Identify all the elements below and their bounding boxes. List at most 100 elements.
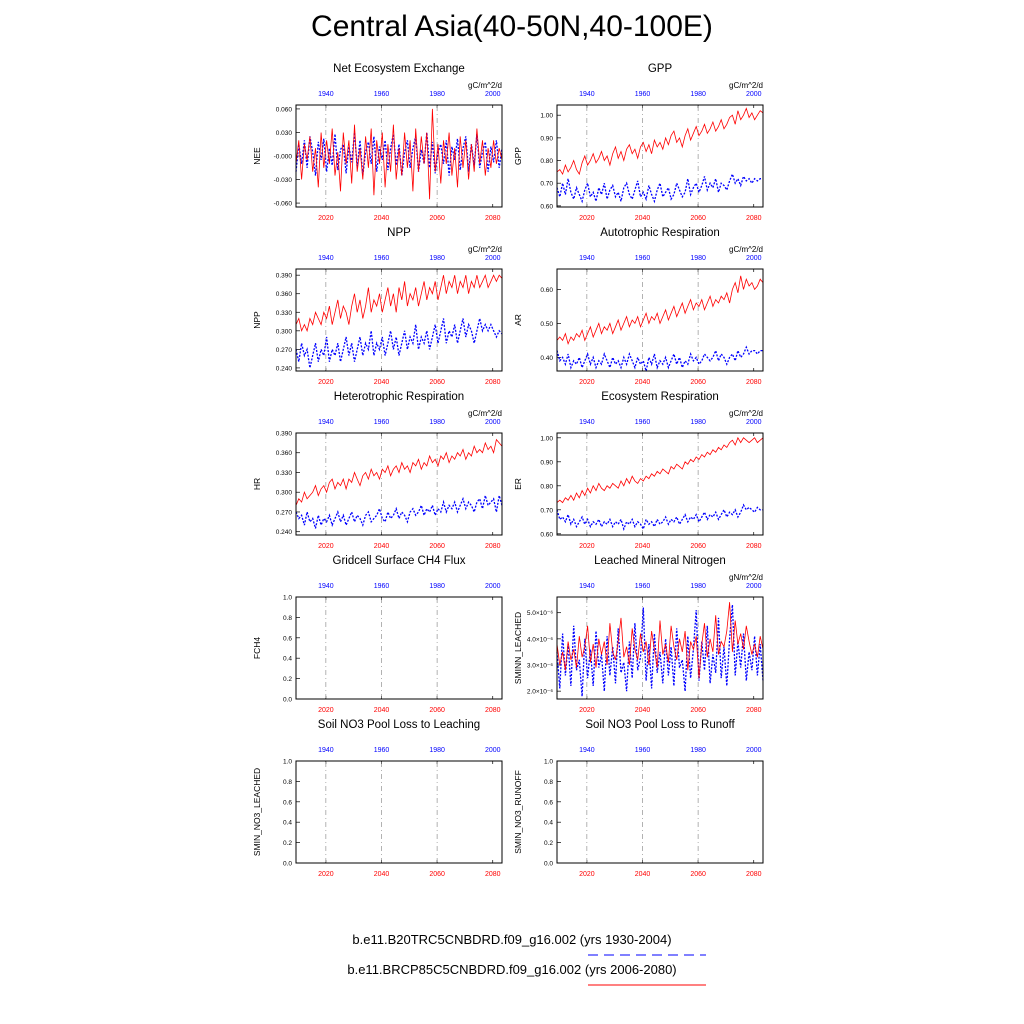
bottom-tick-label: 2060 <box>690 871 706 878</box>
series-rcp <box>556 275 764 346</box>
y-axis-label: HR <box>252 478 262 490</box>
series-hist <box>556 345 763 372</box>
y-tick-label: -0.030 <box>274 177 293 184</box>
panel-9: Soil NO3 Pool Loss to Leaching 1940 1960 19… <box>252 719 503 878</box>
panel-2: GPP gC/m^2/d 1940 1960 1980 2000 2020 2040 2060 2… <box>513 63 764 222</box>
top-tick-label: 1940 <box>579 255 595 262</box>
bottom-tick-label: 2060 <box>429 215 445 222</box>
top-tick-label: 1980 <box>429 255 445 262</box>
bottom-tick-label: 2040 <box>374 871 390 878</box>
y-tick-label: 0.80 <box>540 158 553 165</box>
top-tick-label: 2000 <box>485 583 501 590</box>
bottom-tick-label: 2080 <box>485 871 501 878</box>
top-tick-label: 2000 <box>746 583 762 590</box>
top-tick-label: 1940 <box>318 419 334 426</box>
plot-frame <box>556 104 764 208</box>
bottom-tick-label: 2080 <box>485 215 501 222</box>
y-tick-label: 5.0×10⁻⁶ <box>527 610 553 617</box>
bottom-tick-label: 2080 <box>485 543 501 550</box>
y-tick-label: 0.60 <box>540 531 553 538</box>
y-tick-label: 1.0 <box>544 759 553 766</box>
y-tick-label: 0.2 <box>283 676 292 683</box>
series-rcp <box>295 438 503 506</box>
y-tick-label: 1.0 <box>283 595 292 602</box>
y-tick-label: 1.0 <box>283 759 292 766</box>
top-tick-label: 1940 <box>318 255 334 262</box>
top-tick-label: 2000 <box>485 91 501 98</box>
top-tick-label: 1980 <box>690 419 706 426</box>
panel-units: gC/m^2/d <box>729 245 763 254</box>
y-tick-label: 0.300 <box>276 490 293 497</box>
panel-units: gC/m^2/d <box>468 409 502 418</box>
top-tick-label: 1980 <box>429 419 445 426</box>
y-tick-label: 0.8 <box>283 779 292 786</box>
y-tick-label: 0.90 <box>540 459 553 466</box>
bottom-tick-label: 2020 <box>579 215 595 222</box>
panel-title: Soil NO3 Pool Loss to Runoff <box>585 719 735 731</box>
y-tick-label: 0.4 <box>544 820 553 827</box>
y-tick-label: 0.360 <box>276 450 293 457</box>
bottom-tick-label: 2040 <box>635 707 651 714</box>
top-tick-label: 1960 <box>635 419 651 426</box>
top-tick-label: 1960 <box>374 255 390 262</box>
bottom-tick-label: 2020 <box>318 215 334 222</box>
y-tick-label: 0.330 <box>276 310 293 317</box>
panel-title: Ecosystem Respiration <box>601 391 719 403</box>
legend-rcp-swatch <box>588 984 706 986</box>
y-tick-label: 0.060 <box>276 106 293 113</box>
y-tick-label: 0.390 <box>276 273 293 280</box>
bottom-tick-label: 2080 <box>746 871 762 878</box>
series-rcp <box>556 436 764 504</box>
y-tick-label: 4.0×10⁻⁶ <box>527 636 553 643</box>
bottom-tick-label: 2040 <box>635 543 651 550</box>
top-tick-label: 1940 <box>579 91 595 98</box>
y-tick-label: 0.2 <box>544 840 553 847</box>
y-axis-label: FCH4 <box>252 637 262 659</box>
y-tick-label: 0.50 <box>540 321 553 328</box>
top-tick-label: 1940 <box>318 583 334 590</box>
y-tick-label: 0.8 <box>283 615 292 622</box>
y-tick-label: 0.4 <box>283 656 292 663</box>
bottom-tick-label: 2040 <box>374 215 390 222</box>
top-tick-label: 2000 <box>746 747 762 754</box>
y-axis-label: SMIN_NO3_RUNOFF <box>513 770 523 854</box>
bottom-tick-label: 2060 <box>429 871 445 878</box>
y-axis-label: GPP <box>513 147 523 165</box>
bottom-tick-label: 2020 <box>579 379 595 386</box>
bottom-tick-label: 2080 <box>746 543 762 550</box>
bottom-tick-label: 2040 <box>374 379 390 386</box>
y-tick-label: 0.8 <box>544 779 553 786</box>
series-hist <box>556 172 763 204</box>
plot-frame <box>295 268 503 372</box>
top-tick-label: 1940 <box>318 91 334 98</box>
series-hist <box>295 495 503 529</box>
y-tick-label: 0.6 <box>283 635 292 642</box>
panel-title: Heterotrophic Respiration <box>334 391 464 403</box>
panel-title: Gridcell Surface CH4 Flux <box>333 555 466 567</box>
series-hist <box>295 318 503 369</box>
y-tick-label: 0.90 <box>540 135 553 142</box>
top-tick-label: 1980 <box>429 583 445 590</box>
top-tick-label: 1980 <box>690 747 706 754</box>
legend-hist-label: b.e11.B20TRC5CNBDRD.f09_g16.002 (yrs 193… <box>352 932 672 947</box>
bottom-tick-label: 2040 <box>374 707 390 714</box>
y-tick-label: 0.2 <box>283 840 292 847</box>
y-axis-label: AR <box>513 314 523 326</box>
top-tick-label: 1940 <box>318 747 334 754</box>
y-tick-label: 0.270 <box>276 347 293 354</box>
panel-title: Net Ecosystem Exchange <box>333 63 465 75</box>
y-tick-label: 0.0 <box>283 697 292 704</box>
y-tick-label: 1.00 <box>540 435 553 442</box>
series-hist <box>556 604 764 697</box>
y-axis-label: NEE <box>252 147 262 165</box>
top-tick-label: 2000 <box>485 255 501 262</box>
plot-frame <box>295 104 503 208</box>
plot-frame <box>295 760 503 864</box>
bottom-tick-label: 2060 <box>690 379 706 386</box>
panel-title: NPP <box>387 227 411 239</box>
top-tick-label: 1980 <box>690 91 706 98</box>
series-rcp <box>556 107 764 176</box>
